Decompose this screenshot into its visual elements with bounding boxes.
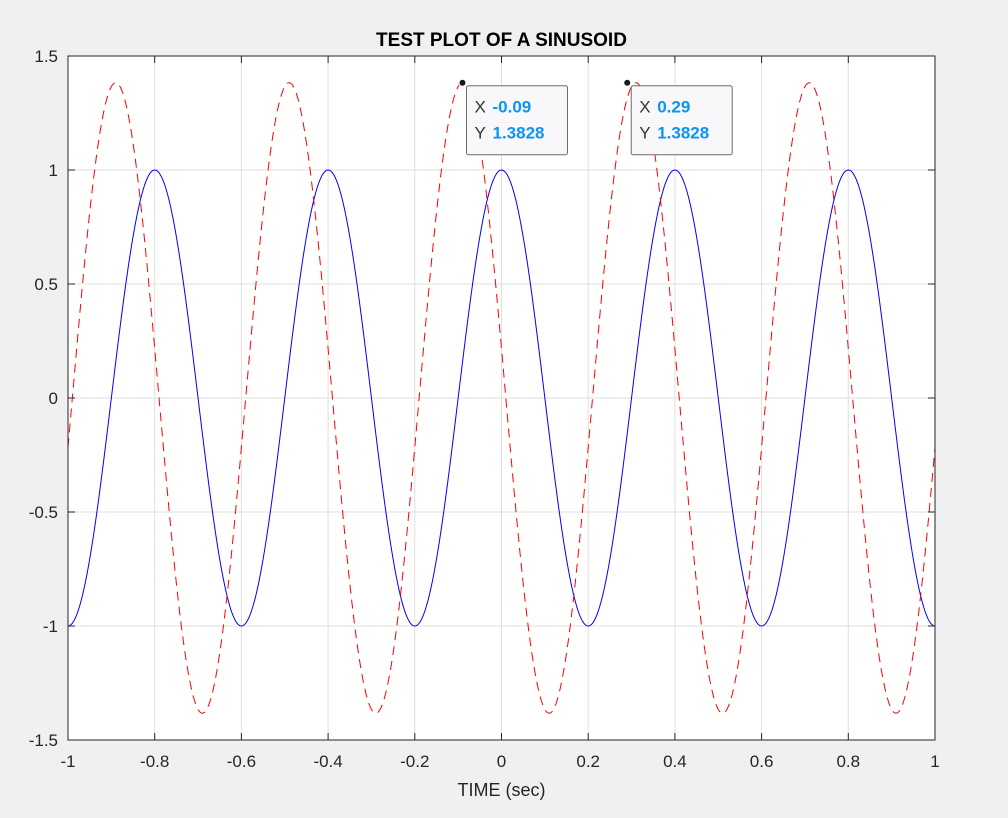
x-tick-label: -0.8 — [140, 752, 169, 771]
datatip-y-value: 1.3828 — [492, 124, 544, 143]
y-tick-label: -1 — [43, 617, 58, 636]
datatip-marker[interactable] — [623, 78, 632, 87]
series-line-1 — [67, 169, 936, 627]
x-tick-label: -0.2 — [400, 752, 429, 771]
x-tick-label: 0 — [497, 752, 506, 771]
y-tick-label: 0 — [49, 389, 58, 408]
x-tick-label: -1 — [60, 752, 75, 771]
y-tick-label: -1.5 — [29, 731, 58, 750]
y-tick-label: 1 — [49, 161, 58, 180]
datatips: X -0.09 Y 1.3828 X 0.29 Y 1.3828 — [458, 78, 733, 156]
datatip-box — [465, 85, 568, 156]
x-tick-label: 1 — [930, 752, 939, 771]
plot-area — [67, 82, 936, 714]
y-tick-label: 1.5 — [34, 47, 58, 66]
datatip-x-key: X — [474, 98, 485, 117]
datatip-x-key: X — [639, 98, 650, 117]
x-tick-label: 0.4 — [663, 752, 687, 771]
datatip-y-key: Y — [639, 124, 650, 143]
datatip-y-value: 1.3828 — [657, 124, 709, 143]
y-tick-label: 0.5 — [34, 275, 58, 294]
x-tick-label: -0.4 — [313, 752, 342, 771]
y-tick-label: -0.5 — [29, 503, 58, 522]
axis-ticks: -1 -0.8 -0.6 -0.4 -0.2 0 0.2 0.4 0.6 0.8 1-1.5-1-0… — [29, 47, 940, 771]
datatip-1[interactable]: X -0.09 Y 1.3828 — [458, 78, 568, 156]
datatip-marker[interactable] — [458, 78, 467, 87]
x-tick-label: 0.6 — [750, 752, 774, 771]
series-line-2 — [67, 82, 936, 714]
datatip-2[interactable]: X 0.29 Y 1.3828 — [623, 78, 733, 156]
x-axis-label: TIME (sec) — [458, 780, 546, 800]
x-tick-label: 0.8 — [836, 752, 860, 771]
datatip-box — [630, 85, 733, 156]
datatip-x-value: -0.09 — [492, 98, 531, 117]
chart-title: TEST PLOT OF A SINUSOID — [376, 30, 627, 51]
datatip-y-key: Y — [474, 124, 485, 143]
x-tick-label: 0.2 — [576, 752, 600, 771]
x-tick-label: -0.6 — [227, 752, 256, 771]
datatip-x-value: 0.29 — [657, 98, 690, 117]
